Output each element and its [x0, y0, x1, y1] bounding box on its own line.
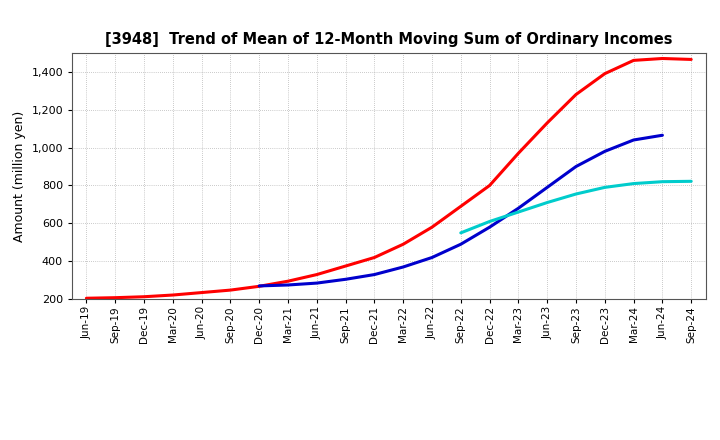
Y-axis label: Amount (million yen): Amount (million yen) [13, 110, 26, 242]
Title: [3948]  Trend of Mean of 12-Month Moving Sum of Ordinary Incomes: [3948] Trend of Mean of 12-Month Moving … [105, 33, 672, 48]
